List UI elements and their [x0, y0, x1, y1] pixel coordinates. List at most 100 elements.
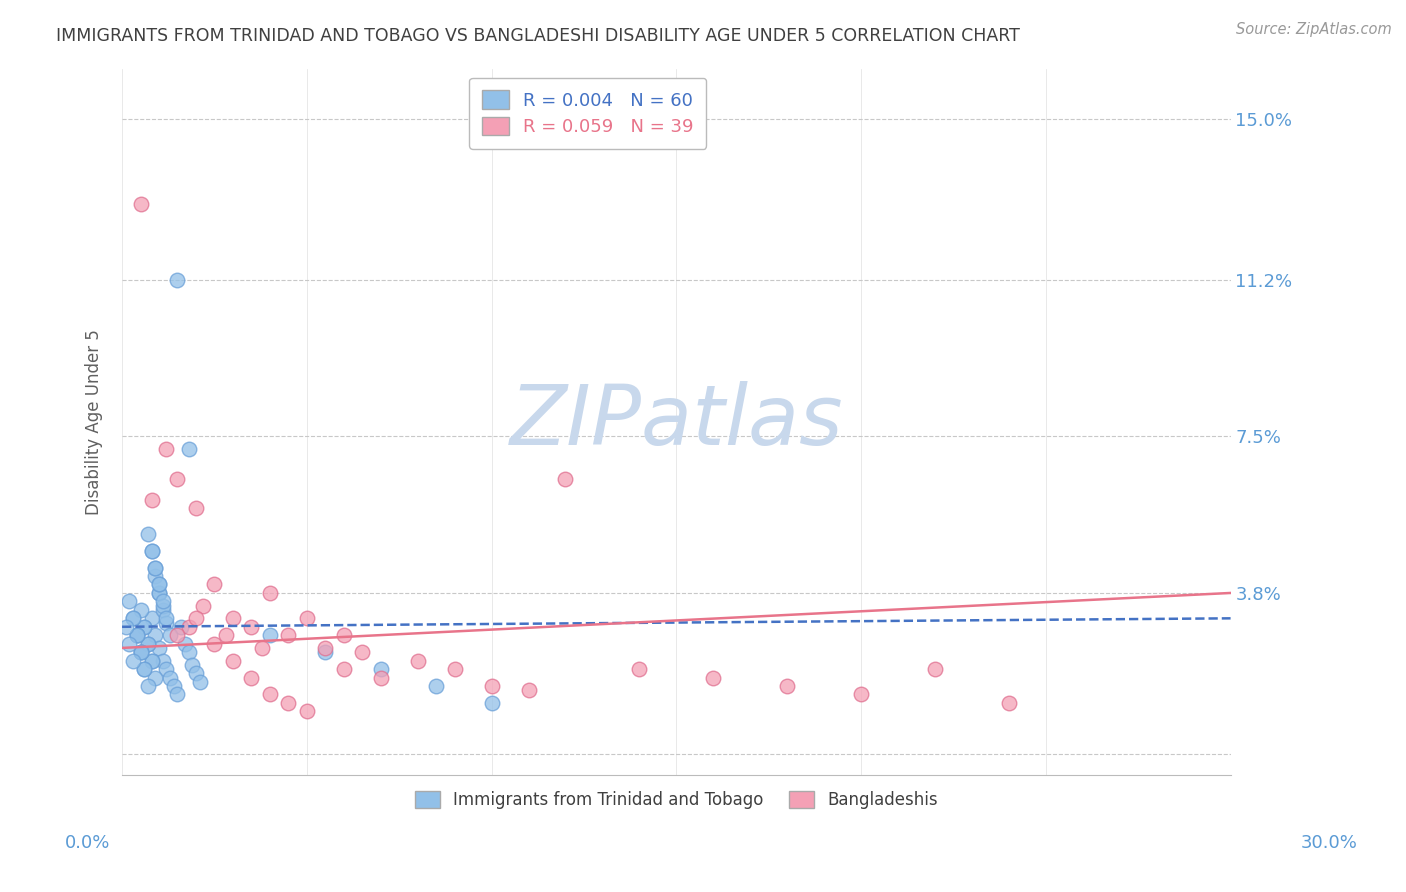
- Point: [136, 637, 159, 651]
- Point: [122, 611, 145, 625]
- Point: [155, 615, 177, 630]
- Point: [277, 628, 299, 642]
- Point: [259, 628, 281, 642]
- Point: [141, 492, 163, 507]
- Point: [177, 645, 200, 659]
- Point: [141, 543, 163, 558]
- Point: [152, 594, 174, 608]
- Point: [163, 679, 186, 693]
- Point: [129, 603, 152, 617]
- Point: [134, 662, 156, 676]
- Point: [159, 628, 181, 642]
- Point: [240, 671, 263, 685]
- Point: [370, 662, 392, 676]
- Point: [177, 442, 200, 457]
- Point: [118, 637, 141, 651]
- Point: [184, 611, 207, 625]
- Point: [406, 654, 429, 668]
- Text: Source: ZipAtlas.com: Source: ZipAtlas.com: [1236, 22, 1392, 37]
- Point: [295, 611, 318, 625]
- Point: [159, 671, 181, 685]
- Point: [849, 688, 872, 702]
- Point: [166, 688, 188, 702]
- Point: [122, 611, 145, 625]
- Point: [143, 569, 166, 583]
- Point: [136, 526, 159, 541]
- Point: [240, 620, 263, 634]
- Text: ZIPatlas: ZIPatlas: [509, 381, 844, 462]
- Point: [166, 628, 188, 642]
- Y-axis label: Disability Age Under 5: Disability Age Under 5: [86, 329, 103, 515]
- Point: [295, 705, 318, 719]
- Point: [122, 654, 145, 668]
- Point: [776, 679, 799, 693]
- Point: [222, 611, 245, 625]
- Point: [252, 640, 274, 655]
- Point: [443, 662, 465, 676]
- Point: [181, 657, 204, 672]
- Point: [184, 501, 207, 516]
- Point: [141, 654, 163, 668]
- Point: [188, 674, 211, 689]
- Point: [125, 628, 148, 642]
- Point: [141, 543, 163, 558]
- Point: [152, 599, 174, 613]
- Point: [129, 197, 152, 211]
- Point: [136, 679, 159, 693]
- Point: [152, 603, 174, 617]
- Point: [352, 645, 374, 659]
- Point: [332, 662, 354, 676]
- Point: [924, 662, 946, 676]
- Point: [143, 671, 166, 685]
- Point: [998, 696, 1021, 710]
- Point: [481, 696, 503, 710]
- Point: [114, 620, 136, 634]
- Point: [481, 679, 503, 693]
- Text: IMMIGRANTS FROM TRINIDAD AND TOBAGO VS BANGLADESHI DISABILITY AGE UNDER 5 CORREL: IMMIGRANTS FROM TRINIDAD AND TOBAGO VS B…: [56, 27, 1021, 45]
- Point: [204, 637, 226, 651]
- Point: [177, 620, 200, 634]
- Point: [129, 645, 152, 659]
- Point: [152, 654, 174, 668]
- Point: [125, 628, 148, 642]
- Point: [143, 628, 166, 642]
- Text: 30.0%: 30.0%: [1301, 834, 1357, 852]
- Point: [148, 640, 170, 655]
- Point: [314, 640, 336, 655]
- Point: [170, 620, 193, 634]
- Point: [125, 628, 148, 642]
- Point: [193, 599, 215, 613]
- Point: [184, 666, 207, 681]
- Point: [141, 654, 163, 668]
- Point: [370, 671, 392, 685]
- Point: [155, 662, 177, 676]
- Point: [129, 645, 152, 659]
- Point: [259, 586, 281, 600]
- Point: [277, 696, 299, 710]
- Point: [173, 637, 195, 651]
- Point: [628, 662, 651, 676]
- Point: [259, 688, 281, 702]
- Point: [155, 611, 177, 625]
- Point: [143, 560, 166, 574]
- Point: [702, 671, 724, 685]
- Point: [166, 472, 188, 486]
- Point: [148, 577, 170, 591]
- Point: [148, 586, 170, 600]
- Text: 0.0%: 0.0%: [65, 834, 110, 852]
- Point: [141, 611, 163, 625]
- Point: [129, 645, 152, 659]
- Point: [134, 662, 156, 676]
- Point: [148, 586, 170, 600]
- Point: [517, 683, 540, 698]
- Point: [134, 620, 156, 634]
- Point: [143, 560, 166, 574]
- Point: [136, 637, 159, 651]
- Point: [155, 442, 177, 457]
- Point: [314, 645, 336, 659]
- Point: [425, 679, 447, 693]
- Legend: Immigrants from Trinidad and Tobago, Bangladeshis: Immigrants from Trinidad and Tobago, Ban…: [408, 784, 945, 816]
- Point: [554, 472, 576, 486]
- Point: [118, 594, 141, 608]
- Point: [332, 628, 354, 642]
